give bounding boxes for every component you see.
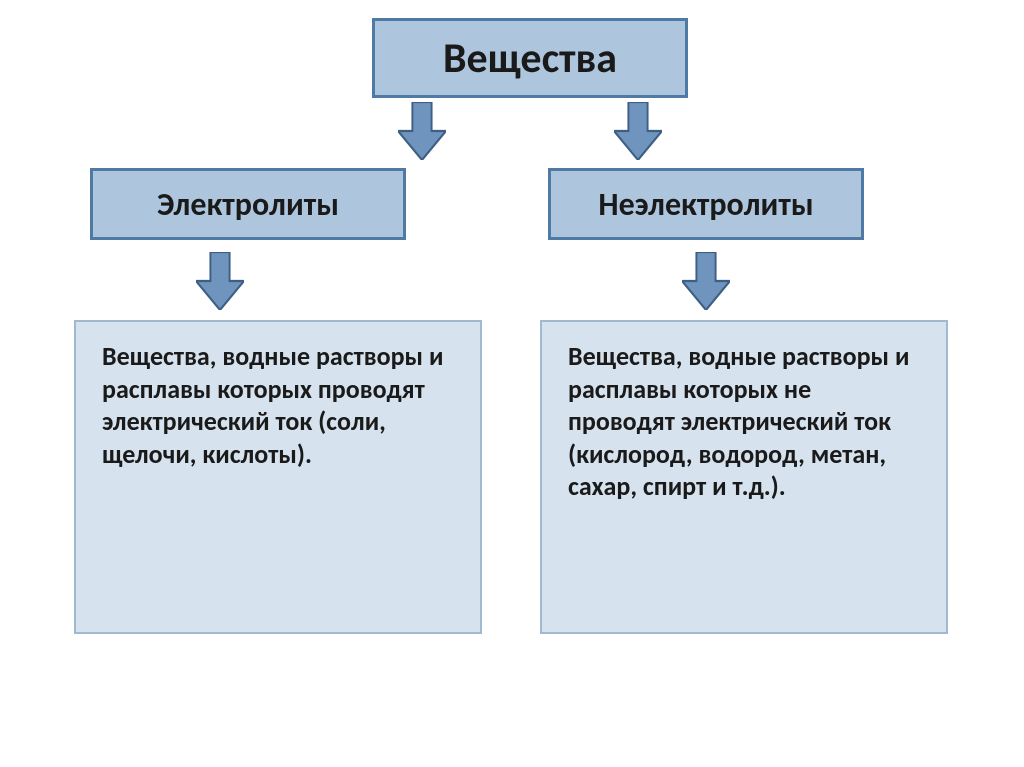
description-right: Вещества, водные растворы и расплавы кот…	[540, 320, 948, 634]
arrow-top-left	[398, 102, 446, 160]
description-left-text: Вещества, водные растворы и расплавы кот…	[102, 340, 454, 470]
category-left: Электролиты	[90, 168, 406, 240]
category-right: Неэлектролиты	[548, 168, 864, 240]
description-right-text: Вещества, водные растворы и расплавы кот…	[568, 340, 920, 503]
description-left: Вещества, водные растворы и расплавы кот…	[74, 320, 482, 634]
category-right-label: Неэлектролиты	[598, 185, 813, 224]
arrow-top-right	[614, 102, 662, 160]
root-node-label: Вещества	[443, 33, 617, 84]
diagram-canvas: Вещества Электролиты Неэлектролиты Вещес…	[0, 0, 1024, 767]
arrow-bottom-right	[682, 252, 730, 310]
arrow-bottom-left	[196, 252, 244, 310]
root-node: Вещества	[372, 18, 688, 98]
category-left-label: Электролиты	[157, 185, 339, 224]
